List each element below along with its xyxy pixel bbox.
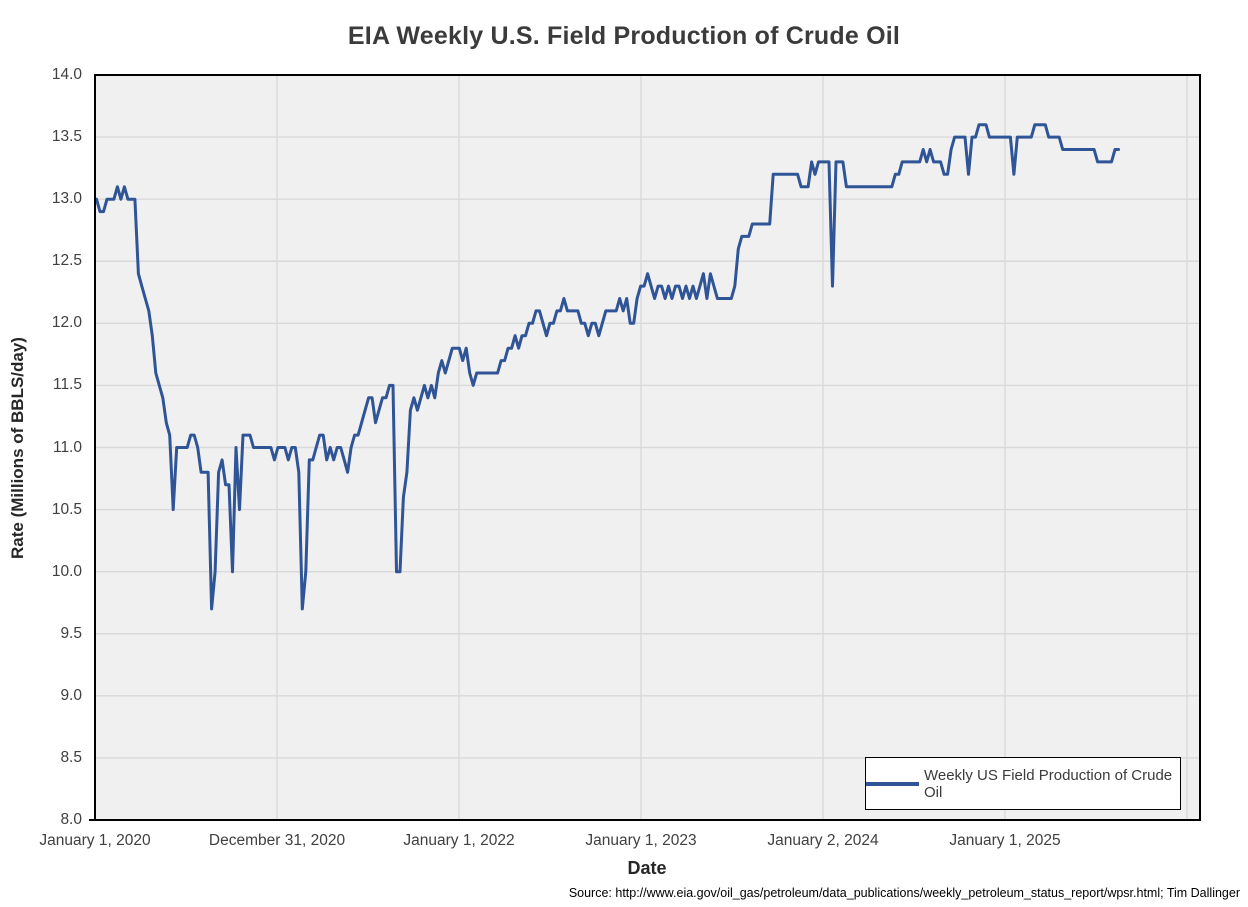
y-tick-label: 13.5 [51,128,82,146]
production-line-series [95,123,1120,611]
y-tick-label: 8.0 [60,811,82,828]
x-tick-label: January 2, 2024 [767,832,879,849]
chart-title: EIA Weekly U.S. Field Production of Crud… [347,22,901,50]
x-tick-label: December 31, 2020 [208,832,346,849]
y-tick-label: 12.5 [51,252,82,270]
source-citation: Source: http://www.eia.gov/oil_gas/petro… [568,886,1240,900]
legend: Weekly US Field Production of Crude Oil [865,757,1181,810]
x-tick-label: January 1, 2023 [585,832,697,849]
y-tick-label: 10.5 [51,500,82,518]
x-axis-title: Date [627,858,667,878]
y-tick-label: 14.0 [51,66,82,83]
legend-line-sample [866,781,919,786]
y-tick-label: 9.5 [60,624,82,642]
y-tick-label: 13.0 [51,190,82,208]
y-tick-label: 11.5 [52,376,82,394]
y-tick-label: 8.5 [60,748,82,766]
y-tick-label: 10.0 [51,562,82,580]
x-tick-label: January 1, 2020 [39,832,151,849]
y-tick-label: 9.0 [60,686,82,704]
legend-label: Weekly US Field Production of Crude Oil [923,766,1173,801]
x-tick-label: January 1, 2022 [403,832,515,849]
y-tick-label: 12.0 [51,314,82,332]
x-tick-label: January 1, 2025 [949,832,1061,849]
y-tick-label: 11.0 [52,438,82,456]
plot-border [94,74,1201,821]
